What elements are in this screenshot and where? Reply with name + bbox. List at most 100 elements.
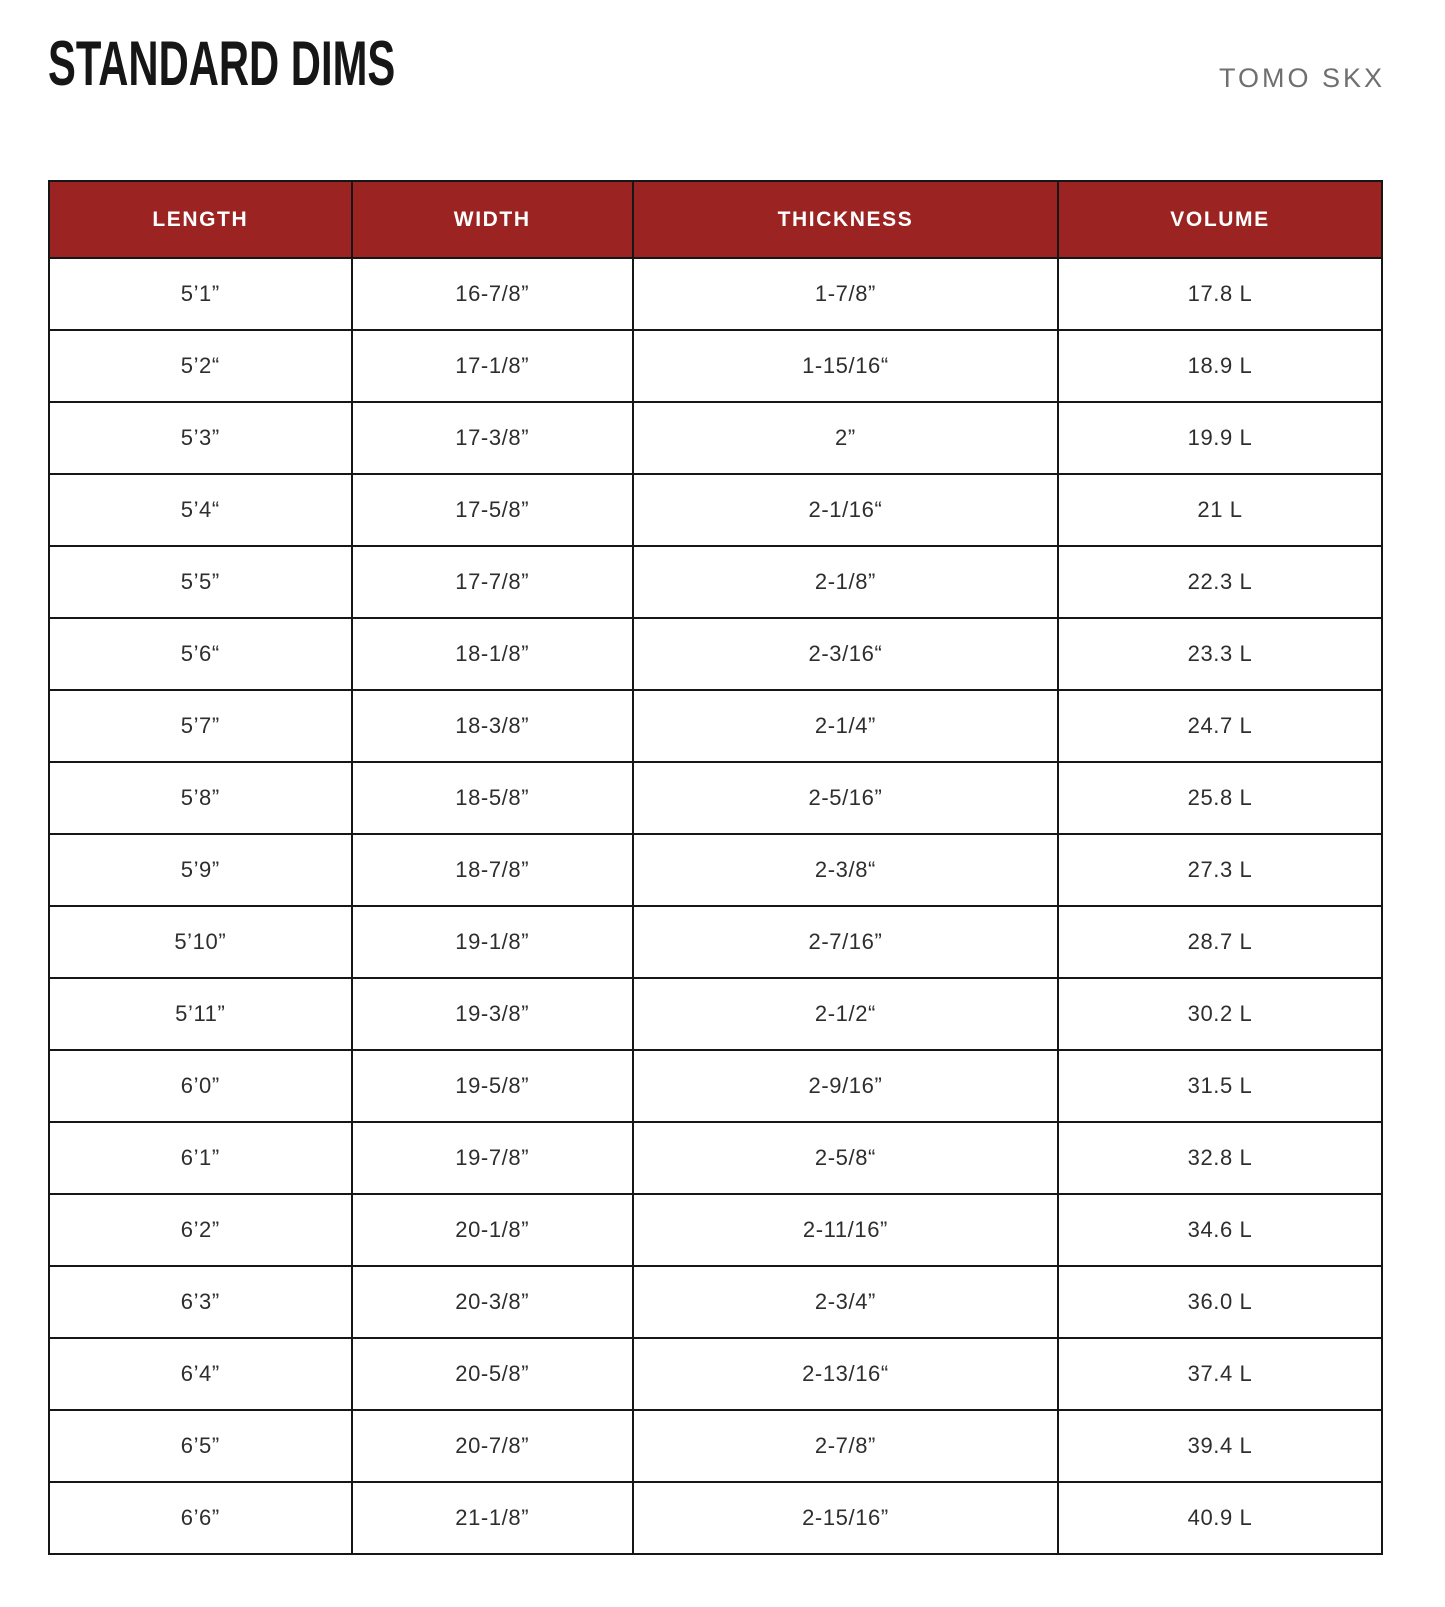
brand-label: TOMO SKX xyxy=(1218,62,1385,93)
cell-width: 18-3/8” xyxy=(350,689,634,763)
table-row: 5’10” 19-1/8” 2-7/16” 28.7 L xyxy=(48,905,1383,979)
table-row: 6’6” 21-1/8” 2-15/16” 40.9 L xyxy=(48,1481,1383,1555)
cell-thickness: 2-3/4” xyxy=(631,1265,1060,1339)
cell-width: 21-1/8” xyxy=(350,1481,634,1555)
cell-volume: 27.3 L xyxy=(1057,833,1383,907)
cell-width: 20-1/8” xyxy=(350,1193,634,1267)
cell-thickness: 2-1/16“ xyxy=(631,473,1060,547)
cell-thickness: 2-5/16” xyxy=(631,761,1060,835)
cell-length: 6’1” xyxy=(48,1121,353,1195)
cell-thickness: 2-1/4” xyxy=(631,689,1060,763)
column-header-thickness: THICKNESS xyxy=(631,180,1060,259)
table-body: 5’1” 16-7/8” 1-7/8” 17.8 L 5’2“ 17-1/8” 1-15/1… xyxy=(48,257,1383,1555)
table-row: 5’8” 18-5/8” 2-5/16” 25.8 L xyxy=(48,761,1383,835)
column-header-width: WIDTH xyxy=(350,180,634,259)
cell-length: 5’11” xyxy=(48,977,353,1051)
table-row: 6’4” 20-5/8” 2-13/16“ 37.4 L xyxy=(48,1337,1383,1411)
cell-volume: 25.8 L xyxy=(1057,761,1383,835)
cell-volume: 22.3 L xyxy=(1057,545,1383,619)
cell-volume: 37.4 L xyxy=(1057,1337,1383,1411)
cell-thickness: 2-1/8” xyxy=(631,545,1060,619)
cell-length: 5’2“ xyxy=(48,329,353,403)
table-row: 6’1” 19-7/8” 2-5/8“ 32.8 L xyxy=(48,1121,1383,1195)
cell-width: 19-7/8” xyxy=(350,1121,634,1195)
table-row: 5’7” 18-3/8” 2-1/4” 24.7 L xyxy=(48,689,1383,763)
cell-thickness: 2-5/8“ xyxy=(631,1121,1060,1195)
table-row: 6’2” 20-1/8” 2-11/16” 34.6 L xyxy=(48,1193,1383,1267)
cell-thickness: 1-7/8” xyxy=(631,257,1060,331)
header-row: LENGTH WIDTH THICKNESS VOLUME xyxy=(48,180,1383,259)
table-row: 5’6“ 18-1/8” 2-3/16“ 23.3 L xyxy=(48,617,1383,691)
cell-length: 6’5” xyxy=(48,1409,353,1483)
cell-volume: 30.2 L xyxy=(1057,977,1383,1051)
cell-thickness: 1-15/16“ xyxy=(631,329,1060,403)
cell-width: 19-3/8” xyxy=(350,977,634,1051)
cell-width: 17-5/8” xyxy=(350,473,634,547)
cell-length: 5’9” xyxy=(48,833,353,907)
cell-width: 20-5/8” xyxy=(350,1337,634,1411)
cell-volume: 18.9 L xyxy=(1057,329,1383,403)
cell-thickness: 2-15/16” xyxy=(631,1481,1060,1555)
cell-volume: 36.0 L xyxy=(1057,1265,1383,1339)
table-row: 5’2“ 17-1/8” 1-15/16“ 18.9 L xyxy=(48,329,1383,403)
cell-volume: 28.7 L xyxy=(1057,905,1383,979)
table-row: 6’3” 20-3/8” 2-3/4” 36.0 L xyxy=(48,1265,1383,1339)
cell-width: 17-1/8” xyxy=(350,329,634,403)
cell-volume: 19.9 L xyxy=(1057,401,1383,475)
table-row: 6’0” 19-5/8” 2-9/16” 31.5 L xyxy=(48,1049,1383,1123)
cell-length: 6’0” xyxy=(48,1049,353,1123)
table-row: 5’5” 17-7/8” 2-1/8” 22.3 L xyxy=(48,545,1383,619)
cell-thickness: 2-7/8” xyxy=(631,1409,1060,1483)
table-row: 5’9” 18-7/8” 2-3/8“ 27.3 L xyxy=(48,833,1383,907)
cell-volume: 23.3 L xyxy=(1057,617,1383,691)
cell-length: 6’3” xyxy=(48,1265,353,1339)
cell-thickness: 2-7/16” xyxy=(631,905,1060,979)
table-row: 5’11” 19-3/8” 2-1/2“ 30.2 L xyxy=(48,977,1383,1051)
cell-volume: 31.5 L xyxy=(1057,1049,1383,1123)
cell-width: 18-1/8” xyxy=(350,617,634,691)
cell-length: 6’4” xyxy=(48,1337,353,1411)
dims-table: LENGTH WIDTH THICKNESS VOLUME 5’1” 16-7/8” 1-… xyxy=(48,180,1383,1555)
cell-volume: 17.8 L xyxy=(1057,257,1383,331)
cell-length: 5’1” xyxy=(48,257,353,331)
cell-thickness: 2-3/8“ xyxy=(631,833,1060,907)
cell-thickness: 2” xyxy=(631,401,1060,475)
cell-thickness: 2-9/16” xyxy=(631,1049,1060,1123)
cell-width: 18-5/8” xyxy=(350,761,634,835)
cell-width: 17-7/8” xyxy=(350,545,634,619)
cell-volume: 40.9 L xyxy=(1057,1481,1383,1555)
cell-volume: 34.6 L xyxy=(1057,1193,1383,1267)
column-header-volume: VOLUME xyxy=(1057,180,1383,259)
cell-length: 5’10” xyxy=(48,905,353,979)
cell-width: 20-3/8” xyxy=(350,1265,634,1339)
cell-width: 18-7/8” xyxy=(350,833,634,907)
cell-length: 6’2” xyxy=(48,1193,353,1267)
cell-thickness: 2-3/16“ xyxy=(631,617,1060,691)
cell-thickness: 2-13/16“ xyxy=(631,1337,1060,1411)
cell-length: 6’6” xyxy=(48,1481,353,1555)
cell-thickness: 2-11/16” xyxy=(631,1193,1060,1267)
table-row: 5’3” 17-3/8” 2” 19.9 L xyxy=(48,401,1383,475)
cell-length: 5’8” xyxy=(48,761,353,835)
cell-length: 5’5” xyxy=(48,545,353,619)
cell-width: 16-7/8” xyxy=(350,257,634,331)
cell-volume: 24.7 L xyxy=(1057,689,1383,763)
table-row: 6’5” 20-7/8” 2-7/8” 39.4 L xyxy=(48,1409,1383,1483)
cell-length: 5’6“ xyxy=(48,617,353,691)
cell-thickness: 2-1/2“ xyxy=(631,977,1060,1051)
cell-width: 19-5/8” xyxy=(350,1049,634,1123)
cell-volume: 39.4 L xyxy=(1057,1409,1383,1483)
table-header: LENGTH WIDTH THICKNESS VOLUME xyxy=(48,180,1383,259)
cell-width: 20-7/8” xyxy=(350,1409,634,1483)
cell-volume: 32.8 L xyxy=(1057,1121,1383,1195)
cell-volume: 21 L xyxy=(1057,473,1383,547)
table-row: 5’4“ 17-5/8” 2-1/16“ 21 L xyxy=(48,473,1383,547)
cell-length: 5’4“ xyxy=(48,473,353,547)
cell-width: 17-3/8” xyxy=(350,401,634,475)
page-title: STANDARD DIMS xyxy=(48,29,396,100)
cell-length: 5’7” xyxy=(48,689,353,763)
table-row: 5’1” 16-7/8” 1-7/8” 17.8 L xyxy=(48,257,1383,331)
masthead: STANDARD DIMS TOMO SKX xyxy=(48,29,1385,100)
cell-length: 5’3” xyxy=(48,401,353,475)
